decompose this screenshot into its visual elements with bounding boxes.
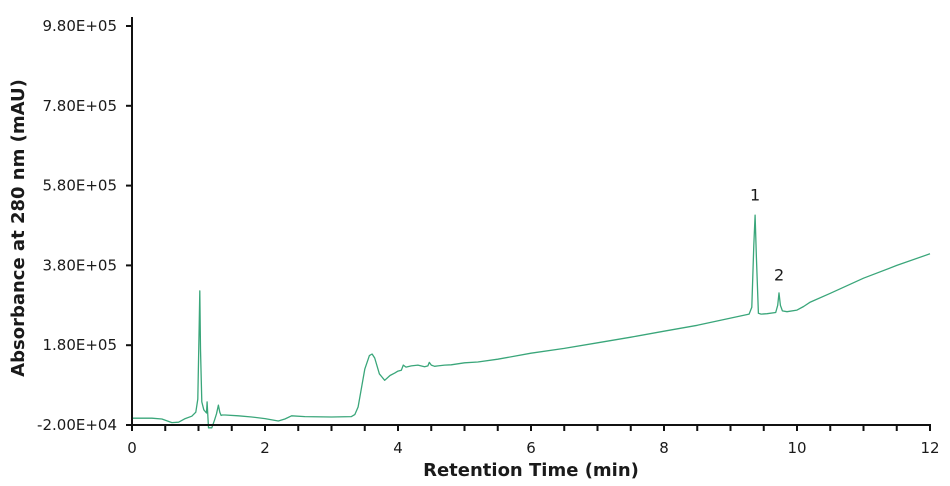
peak-label: 2 bbox=[774, 265, 784, 284]
x-tick-label: 12 bbox=[920, 439, 939, 457]
x-tick-label: 10 bbox=[787, 439, 806, 457]
y-tick-label: -2.00E+04 bbox=[37, 416, 117, 434]
y-tick-label: 9.80E+05 bbox=[42, 17, 117, 35]
y-axis: -2.00E+04 1.80E+05 3.80E+05 5.80E+05 7.80E+0… bbox=[37, 17, 133, 434]
plot-area bbox=[132, 214, 931, 429]
peak-label: 1 bbox=[750, 186, 760, 205]
x-axis-title: Retention Time (min) bbox=[423, 460, 639, 481]
peak-annotations: 12 bbox=[750, 186, 784, 285]
y-tick-label: 3.80E+05 bbox=[42, 256, 117, 274]
x-axis: 0 2 4 6 8 10 12 bbox=[127, 424, 940, 457]
x-tick-label: 2 bbox=[260, 439, 270, 457]
x-tick-label: 8 bbox=[659, 439, 669, 457]
absorbance-trace bbox=[132, 214, 931, 429]
y-tick-label: 7.80E+05 bbox=[42, 97, 117, 115]
x-tick-label: 0 bbox=[127, 439, 137, 457]
y-tick-label: 1.80E+05 bbox=[42, 336, 117, 354]
y-tick-label: 5.80E+05 bbox=[42, 177, 117, 195]
x-tick-label: 4 bbox=[393, 439, 403, 457]
y-axis-title: Absorbance at 280 nm (mAU) bbox=[8, 79, 29, 377]
x-tick-label: 6 bbox=[526, 439, 536, 457]
